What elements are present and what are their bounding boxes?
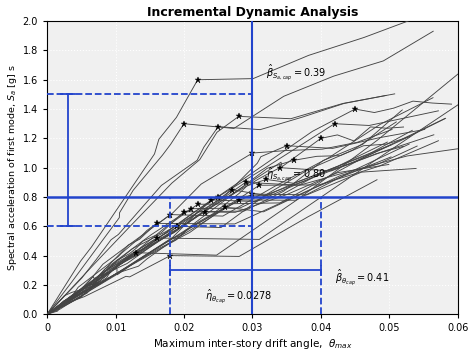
Y-axis label: Spectral acceleration of first mode, $S_a$ [g] s: Spectral acceleration of first mode, $S_…	[6, 64, 18, 271]
Text: $\hat{\eta}_{\theta_{cap}} = 0.0278$: $\hat{\eta}_{\theta_{cap}} = 0.0278$	[205, 287, 272, 306]
Text: $\hat{\eta}_{S_{a,cap}} = 0.80$: $\hat{\eta}_{S_{a,cap}} = 0.80$	[266, 166, 326, 184]
X-axis label: Maximum inter-story drift angle,  $\theta_{max}$: Maximum inter-story drift angle, $\theta…	[153, 337, 352, 351]
Text: $\hat{\beta}_{\theta_{cap}} = 0.41$: $\hat{\beta}_{\theta_{cap}} = 0.41$	[335, 268, 389, 288]
Text: $\hat{\beta}_{S_{a,cap}} = 0.39$: $\hat{\beta}_{S_{a,cap}} = 0.39$	[266, 62, 326, 83]
Title: Incremental Dynamic Analysis: Incremental Dynamic Analysis	[147, 6, 358, 19]
